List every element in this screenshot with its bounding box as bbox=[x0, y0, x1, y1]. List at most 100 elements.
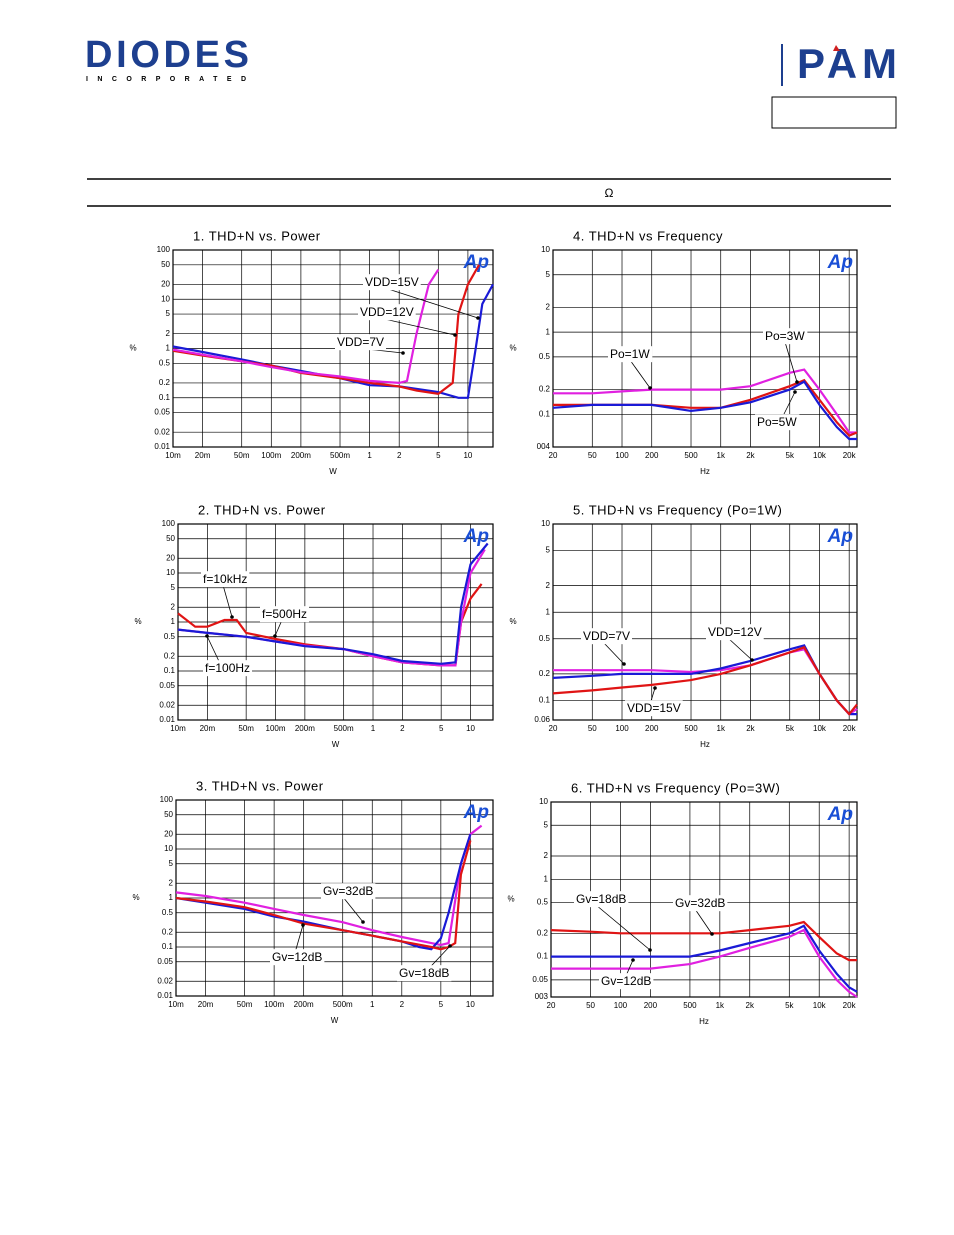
label-bg bbox=[260, 606, 310, 623]
y-tick-label: 0.2 bbox=[159, 378, 171, 387]
y-tick-label: 0.01 bbox=[154, 442, 170, 451]
label-bg bbox=[335, 334, 387, 351]
x-tick-label: 500 bbox=[684, 451, 698, 460]
x-tick-label: 5 bbox=[439, 1000, 444, 1009]
y-tick-label: 2 bbox=[166, 329, 171, 338]
x-tick-label: 10m bbox=[170, 724, 186, 733]
x-axis-label: W bbox=[332, 740, 340, 749]
series-line bbox=[551, 928, 858, 998]
x-tick-label: 1 bbox=[367, 451, 372, 460]
y-tick-label: 0.5 bbox=[159, 358, 171, 367]
label-bg bbox=[270, 949, 325, 966]
x-axis-label: Hz bbox=[700, 740, 710, 749]
x-tick-label: 10 bbox=[466, 724, 475, 733]
arrow-head bbox=[230, 615, 234, 619]
y-tick-label: 50 bbox=[161, 260, 170, 269]
plot-area bbox=[552, 249, 858, 448]
series-label: VDD=7V bbox=[583, 629, 630, 643]
x-tick-label: 20m bbox=[198, 1000, 214, 1009]
y-tick-label: 004 bbox=[537, 442, 551, 451]
x-axis-label: Hz bbox=[700, 467, 710, 476]
x-tick-label: 200 bbox=[645, 724, 659, 733]
y-axis-label: % bbox=[132, 893, 139, 902]
y-tick-label: 5 bbox=[169, 859, 174, 868]
arrow-head bbox=[793, 390, 797, 394]
chart-title: 2. THD+N vs. Power bbox=[198, 502, 326, 517]
y-tick-label: 1 bbox=[544, 874, 549, 883]
y-tick-label: 10 bbox=[161, 294, 170, 303]
y-tick-label: 0.1 bbox=[539, 409, 551, 418]
company-sub: INCORPORATED bbox=[86, 76, 246, 83]
series-label: VDD=7V bbox=[337, 335, 384, 349]
x-tick-label: 100 bbox=[615, 451, 629, 460]
x-tick-label: 200m bbox=[291, 451, 311, 460]
y-tick-label: 0.1 bbox=[539, 696, 551, 705]
label-bg bbox=[625, 700, 683, 717]
y-tick-label: 0.05 bbox=[159, 681, 175, 690]
y-axis-label: % bbox=[509, 344, 516, 353]
y-tick-label: 10 bbox=[164, 844, 173, 853]
y-tick-label: 1 bbox=[171, 617, 176, 626]
x-tick-label: 5k bbox=[786, 724, 795, 733]
y-tick-label: 50 bbox=[164, 810, 173, 819]
arrow-head bbox=[648, 948, 652, 952]
brand-logo: PAM bbox=[797, 40, 897, 87]
x-tick-label: 50 bbox=[586, 1001, 595, 1010]
series-label: VDD=15V bbox=[365, 275, 419, 289]
y-axis-label: % bbox=[509, 617, 516, 626]
x-tick-label: 500 bbox=[683, 1001, 697, 1010]
y-tick-label: 0.02 bbox=[159, 700, 175, 709]
series-label: Po=3W bbox=[765, 329, 805, 343]
y-axis-label: % bbox=[134, 617, 141, 626]
x-axis-label: W bbox=[329, 467, 337, 476]
x-tick-label: 5k bbox=[785, 1001, 794, 1010]
series-line bbox=[175, 824, 483, 947]
x-tick-label: 2k bbox=[746, 1001, 755, 1010]
series-label: Gv=32dB bbox=[675, 896, 725, 910]
y-tick-label: 0.5 bbox=[537, 898, 549, 907]
x-tick-label: 500m bbox=[334, 724, 354, 733]
series-line bbox=[177, 542, 489, 665]
x-tick-label: 100 bbox=[614, 1001, 628, 1010]
y-tick-label: 5 bbox=[546, 270, 551, 279]
x-tick-label: 1 bbox=[370, 1000, 375, 1009]
arrow-head bbox=[453, 333, 457, 337]
x-tick-label: 10k bbox=[813, 451, 827, 460]
x-tick-label: 10 bbox=[463, 451, 472, 460]
series-line bbox=[552, 645, 858, 716]
y-tick-label: 0.2 bbox=[539, 385, 551, 394]
series-line bbox=[172, 283, 494, 399]
series-label: Gv=18dB bbox=[576, 892, 626, 906]
arrow-head bbox=[648, 386, 652, 390]
label-bg bbox=[608, 346, 653, 363]
y-tick-label: 0.06 bbox=[534, 715, 550, 724]
x-tick-label: 100m bbox=[266, 724, 286, 733]
y-tick-label: 5 bbox=[546, 546, 551, 555]
chart-title: 6. THD+N vs Frequency (Po=3W) bbox=[571, 780, 780, 795]
series-label: Gv=18dB bbox=[399, 966, 449, 980]
vendor-logo: Ap bbox=[463, 526, 489, 547]
y-tick-label: 5 bbox=[171, 583, 176, 592]
arrow-head bbox=[448, 944, 452, 948]
vendor-logo: Ap bbox=[827, 804, 853, 825]
annotation-arrow bbox=[784, 341, 798, 383]
chart-title: 5. THD+N vs Frequency (Po=1W) bbox=[573, 502, 782, 517]
series-label: Po=1W bbox=[610, 347, 650, 361]
vendor-logo: Ap bbox=[463, 252, 489, 273]
y-tick-label: 100 bbox=[162, 519, 176, 528]
series-line bbox=[175, 840, 472, 951]
annotation-arrow bbox=[629, 359, 651, 389]
label-bg bbox=[203, 660, 253, 677]
x-tick-label: 5 bbox=[436, 451, 441, 460]
y-tick-label: 0.2 bbox=[537, 928, 549, 937]
arrow-head bbox=[653, 686, 657, 690]
label-bg bbox=[673, 895, 728, 912]
y-tick-label: 1 bbox=[546, 607, 551, 616]
annotation-arrow bbox=[694, 908, 713, 935]
series-label: Gv=32dB bbox=[323, 884, 373, 898]
y-tick-label: 0.1 bbox=[162, 942, 174, 951]
y-tick-label: 0.5 bbox=[162, 908, 174, 917]
x-tick-label: 2k bbox=[746, 451, 755, 460]
x-tick-label: 20 bbox=[549, 451, 558, 460]
